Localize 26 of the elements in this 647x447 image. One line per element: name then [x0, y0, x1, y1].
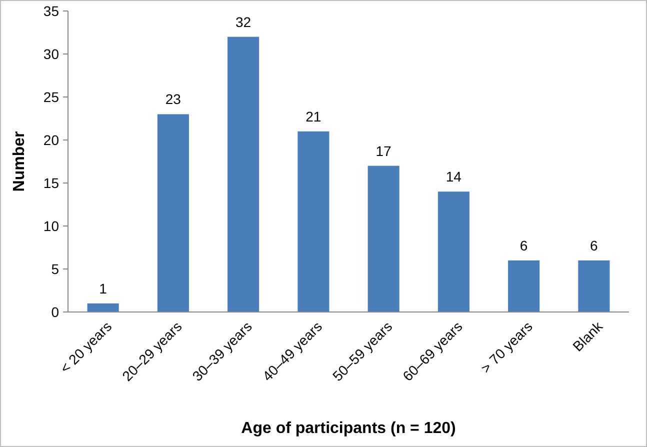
y-tick-label: 20 — [43, 132, 60, 148]
y-tick-label: 30 — [43, 46, 60, 62]
bar — [298, 131, 330, 312]
bar — [508, 260, 540, 312]
data-label: 21 — [306, 108, 322, 124]
bar — [438, 192, 470, 312]
data-label: 14 — [446, 168, 462, 185]
y-tick-label: 0 — [51, 304, 60, 320]
x-axis-title: Age of participants (n = 120) — [241, 420, 456, 437]
y-tick-label: 5 — [51, 260, 60, 277]
y-tick-label: 25 — [43, 88, 60, 105]
y-tick-label: 10 — [43, 218, 60, 234]
data-label: 6 — [590, 237, 598, 254]
data-label: 17 — [376, 142, 392, 159]
bar — [87, 303, 119, 312]
data-label: 1 — [99, 280, 108, 296]
data-label: 6 — [520, 237, 528, 254]
y-axis-title: Number — [11, 131, 28, 192]
bar — [228, 36, 260, 312]
bar — [578, 260, 610, 312]
y-tick-label: 35 — [43, 2, 60, 19]
bar — [368, 166, 400, 312]
data-label: 32 — [236, 14, 252, 30]
y-tick-label: 15 — [43, 174, 60, 191]
bar — [157, 114, 189, 312]
data-label: 23 — [165, 91, 182, 108]
